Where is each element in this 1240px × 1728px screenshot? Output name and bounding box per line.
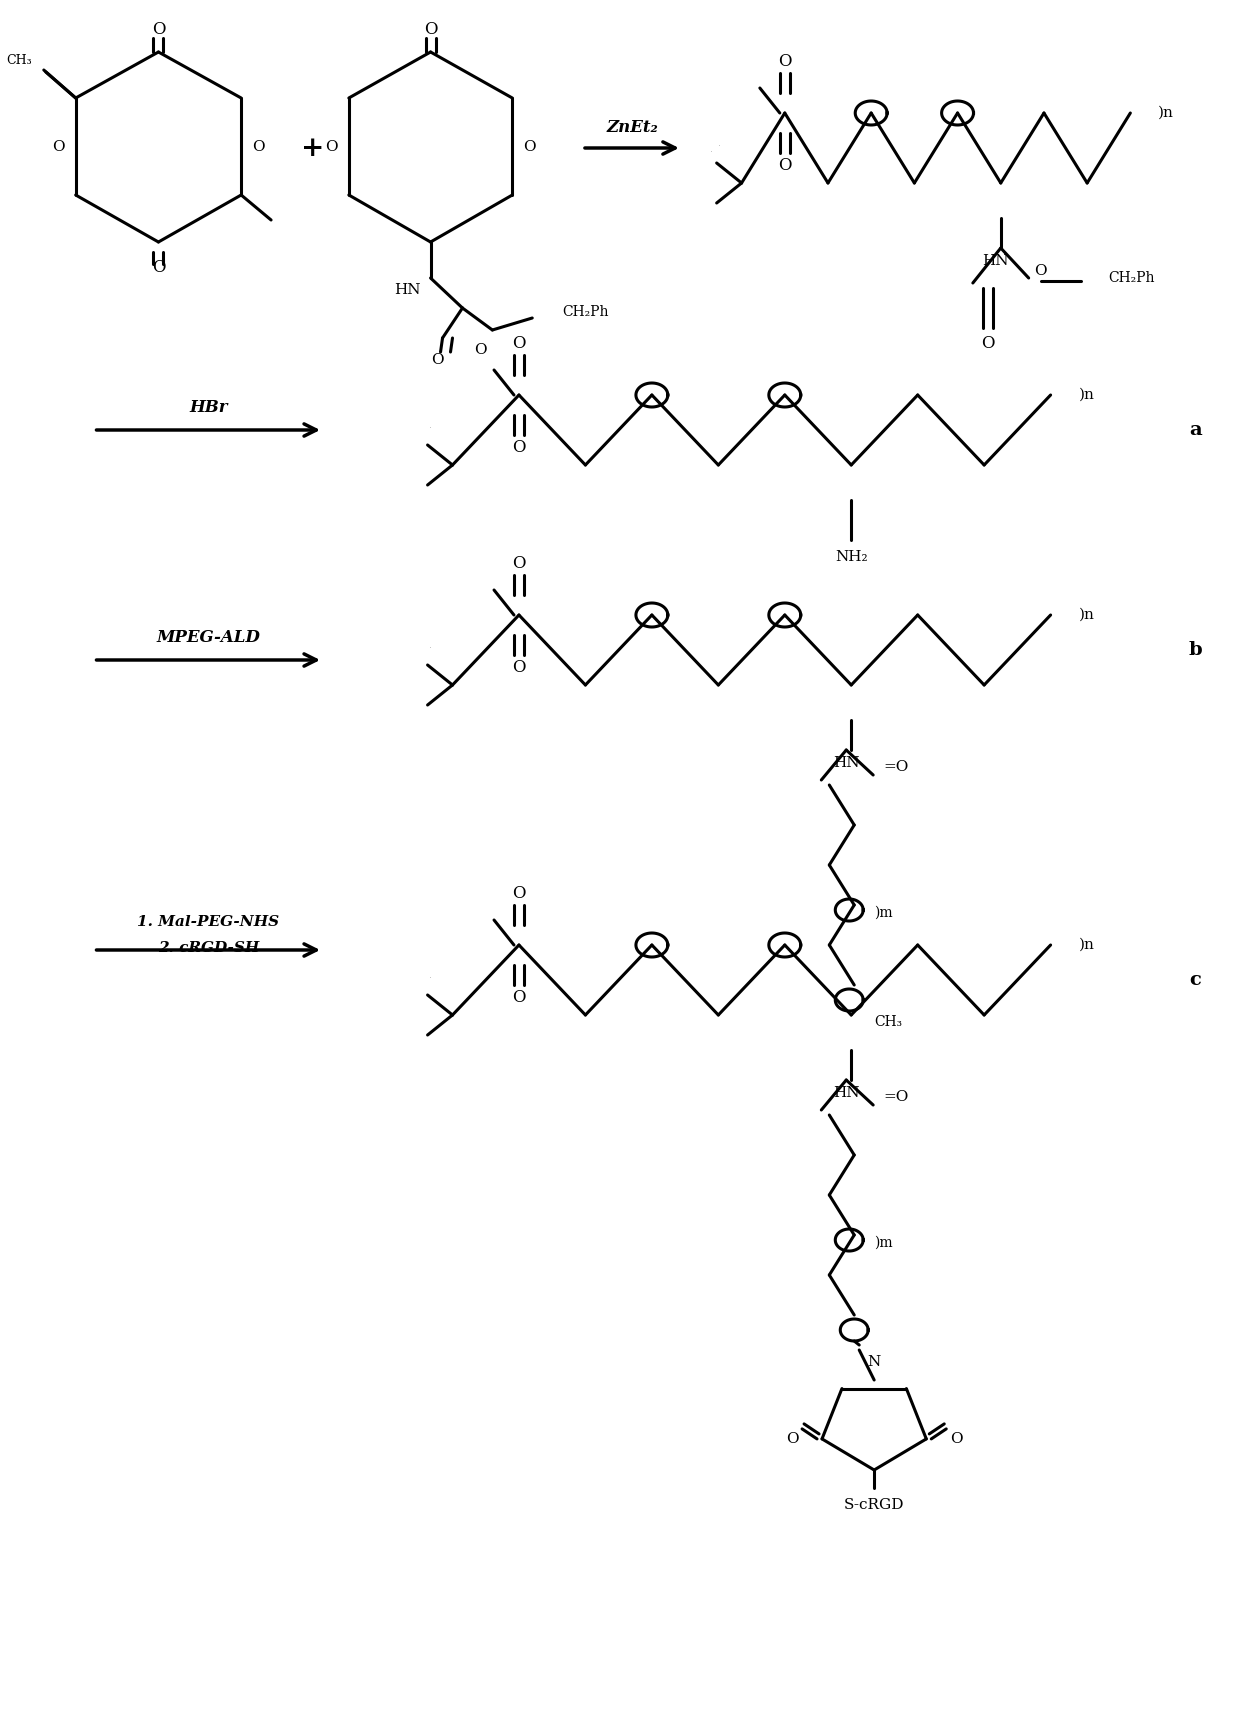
- Text: O: O: [474, 342, 487, 358]
- Text: O: O: [326, 140, 339, 154]
- Text: CH₂Ph: CH₂Ph: [562, 306, 609, 320]
- Text: N: N: [868, 1355, 880, 1369]
- Text: O: O: [777, 52, 791, 69]
- Text: )n: )n: [1079, 389, 1095, 403]
- Text: O: O: [981, 335, 994, 351]
- Text: O: O: [52, 140, 64, 154]
- Text: CH₃: CH₃: [874, 1014, 903, 1028]
- Text: O: O: [512, 988, 526, 1006]
- Text: HN: HN: [982, 254, 1009, 268]
- Text: O: O: [151, 21, 165, 38]
- Text: O: O: [512, 885, 526, 902]
- Text: O: O: [151, 259, 165, 276]
- Text: O: O: [432, 353, 444, 366]
- Text: O: O: [950, 1433, 962, 1446]
- Text: HN: HN: [394, 283, 420, 297]
- Text: )n: )n: [1158, 105, 1174, 119]
- Text: O: O: [512, 335, 526, 351]
- Text: CH₃: CH₃: [6, 54, 32, 66]
- Text: O: O: [512, 658, 526, 676]
- Text: O: O: [424, 21, 438, 38]
- Text: 2. cRGD-SH: 2. cRGD-SH: [157, 942, 259, 956]
- Text: O: O: [523, 140, 536, 154]
- Text: HN: HN: [833, 1085, 859, 1101]
- Text: =O: =O: [883, 760, 909, 774]
- Text: O: O: [777, 157, 791, 173]
- Text: HBr: HBr: [188, 399, 227, 416]
- Text: ZnEt₂: ZnEt₂: [606, 119, 657, 137]
- Text: )m: )m: [874, 905, 893, 919]
- Text: a: a: [1189, 422, 1202, 439]
- Text: MPEG-ALD: MPEG-ALD: [156, 629, 260, 646]
- Text: =O: =O: [883, 1090, 909, 1104]
- Text: CH₂Ph: CH₂Ph: [1109, 271, 1154, 285]
- Text: O: O: [252, 140, 264, 154]
- Text: +: +: [301, 135, 325, 161]
- Text: b: b: [1188, 641, 1202, 658]
- Text: c: c: [1189, 971, 1202, 988]
- Text: HN: HN: [833, 757, 859, 771]
- Text: S-cRGD: S-cRGD: [844, 1498, 904, 1512]
- Text: )n: )n: [1079, 938, 1095, 952]
- Text: NH₂: NH₂: [835, 550, 868, 563]
- Text: )m: )m: [874, 1236, 893, 1249]
- Text: O: O: [1034, 264, 1047, 278]
- Text: )n: )n: [1079, 608, 1095, 622]
- Text: O: O: [512, 439, 526, 456]
- Text: O: O: [786, 1433, 799, 1446]
- Text: 1. Mal-PEG-NHS: 1. Mal-PEG-NHS: [138, 916, 279, 930]
- Text: O: O: [512, 555, 526, 572]
